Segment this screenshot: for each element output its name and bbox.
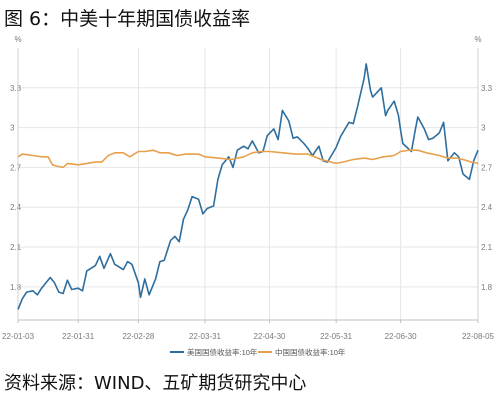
series-line-cn-10y: [18, 150, 478, 167]
y-tick-label-right: 1.8: [481, 283, 493, 292]
y-tick-label-left: 2.4: [10, 203, 22, 212]
legend: 美国国债收益率:10年 中国国债收益率:10年: [170, 347, 346, 357]
legend-label-cn: 中国国债收益率:10年: [275, 347, 346, 357]
y-tick-label-right: 2.7: [481, 163, 493, 172]
x-tick-label: 22-01-03: [2, 332, 35, 341]
y-axis-unit-right: %: [474, 35, 481, 44]
series-lines: [18, 64, 478, 310]
x-tick-label: 22-02-28: [122, 332, 155, 341]
y-tick-label-left: 3.3: [10, 84, 22, 93]
x-tick-label: 22-08-05: [462, 332, 495, 341]
source-note: 资料来源：WIND、五矿期货研究中心: [4, 369, 306, 395]
y-tick-label-left: 2.1: [10, 243, 22, 252]
x-tick-label: 22-03-31: [189, 332, 222, 341]
y-tick-label-right: 2.1: [481, 243, 493, 252]
y-tick-label-left: 2.7: [10, 163, 22, 172]
x-tick-label: 22-04-30: [253, 332, 286, 341]
x-tick-label: 22-01-31: [62, 332, 95, 341]
x-tick-label: 22-06-30: [385, 332, 418, 341]
x-tick-label: 22-05-31: [320, 332, 353, 341]
legend-label-us: 美国国债收益率:10年: [187, 347, 258, 357]
grid-lines: [18, 48, 478, 320]
y-tick-label-right: 2.4: [481, 203, 493, 212]
series-line-us-10y: [18, 64, 478, 310]
y-tick-label-right: 3: [481, 124, 486, 133]
y-tick-label-left: 1.8: [10, 283, 22, 292]
y-tick-label-left: 3: [10, 124, 15, 133]
axes: 1.8 1.8 2.1 2.1 2.4 2.4 2.7 2.7 3 3 3.3 3.3 22-01-03…: [2, 48, 495, 341]
y-tick-label-right: 3.3: [481, 84, 493, 93]
y-axis-unit-left: %: [14, 35, 21, 44]
